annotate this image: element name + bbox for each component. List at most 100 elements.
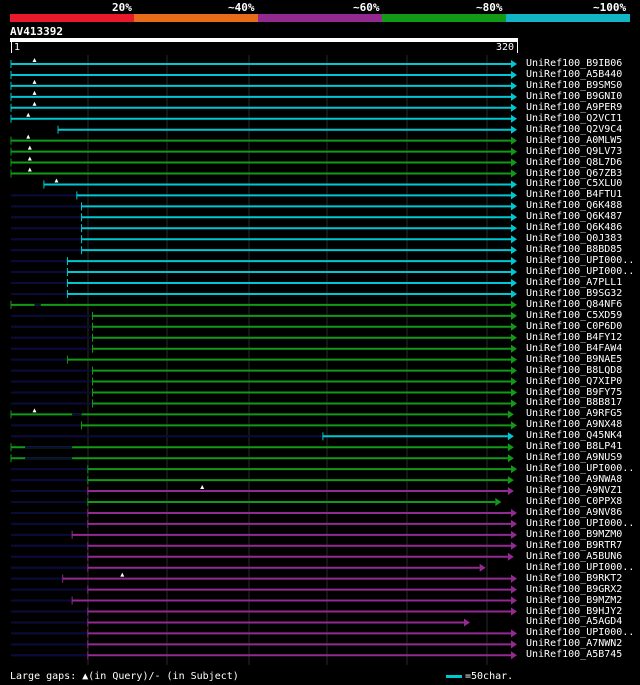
query-gap-marker xyxy=(32,408,37,413)
hit-label[interactable]: UniRef100_Q0J383 xyxy=(526,233,623,245)
hit-label[interactable]: UniRef100_B4FTU1 xyxy=(526,189,623,201)
hit-end-arrow xyxy=(511,213,517,222)
hit-label[interactable]: UniRef100_Q6K488 xyxy=(526,200,623,212)
legend-bar-20 xyxy=(10,14,134,22)
hit-label[interactable]: UniRef100_UPI000.. xyxy=(526,561,635,573)
hit-end-arrow xyxy=(511,596,517,605)
hit-end-arrow xyxy=(511,158,517,167)
hit-end-arrow xyxy=(511,530,517,539)
hit-label[interactable]: UniRef100_B8LP41 xyxy=(526,441,623,453)
hit-label[interactable]: UniRef100_B4FAW4 xyxy=(526,342,623,354)
hit-label[interactable]: UniRef100_A9PER9 xyxy=(526,101,623,113)
hit-label[interactable]: UniRef100_B9NAE5 xyxy=(526,353,623,365)
hit-label[interactable]: UniRef100_Q45NK4 xyxy=(526,430,623,442)
hit-label[interactable]: UniRef100_Q67ZB3 xyxy=(526,167,623,179)
hit-end-arrow xyxy=(511,125,517,134)
hit-label[interactable]: UniRef100_UPI000.. xyxy=(526,517,635,529)
hit-label[interactable]: UniRef100_A9NWA8 xyxy=(526,474,623,486)
hit-label[interactable]: UniRef100_Q9LV73 xyxy=(526,145,623,157)
hit-end-arrow xyxy=(511,92,517,101)
hit-end-arrow xyxy=(511,651,517,660)
query-gap-marker xyxy=(32,58,37,62)
query-gap-marker xyxy=(27,145,32,150)
hit-end-arrow xyxy=(511,607,517,616)
hit-label[interactable]: UniRef100_B9SG32 xyxy=(526,287,623,299)
hit-end-arrow xyxy=(511,147,517,156)
hit-label[interactable]: UniRef100_A9NX48 xyxy=(526,419,623,431)
hit-label[interactable]: UniRef100_B9SMS0 xyxy=(526,79,623,91)
hit-label[interactable]: UniRef100_UPI000.. xyxy=(526,255,635,267)
hit-end-arrow xyxy=(511,257,517,266)
query-name: AV413392 xyxy=(10,25,63,38)
hit-label[interactable]: UniRef100_UPI000.. xyxy=(526,627,635,639)
hit-end-arrow xyxy=(507,487,514,496)
hit-label[interactable]: UniRef100_UPI000.. xyxy=(526,463,635,475)
legend-bar-60 xyxy=(258,14,382,22)
hit-label[interactable]: UniRef100_B9RTR7 xyxy=(526,539,623,551)
hit-end-arrow xyxy=(507,432,514,441)
hit-label[interactable]: UniRef100_A7PLL1 xyxy=(526,277,623,288)
hit-label[interactable]: UniRef100_B9MZM0 xyxy=(526,528,623,540)
hit-end-arrow xyxy=(511,169,517,178)
hit-label[interactable]: UniRef100_B9MZM2 xyxy=(526,594,623,606)
legend-label-20: 20% xyxy=(112,1,132,14)
hit-end-arrow xyxy=(511,103,517,112)
hit-label[interactable]: UniRef100_B9IB06 xyxy=(526,58,623,69)
hit-label[interactable]: UniRef100_B8B817 xyxy=(526,397,623,409)
hit-label[interactable]: UniRef100_C0P6D0 xyxy=(526,320,623,332)
hit-label[interactable]: UniRef100_Q2V9C4 xyxy=(526,123,623,135)
hit-label[interactable]: UniRef100_A5B440 xyxy=(526,68,623,80)
hit-label[interactable]: UniRef100_B9GNI0 xyxy=(526,90,623,102)
hit-end-arrow xyxy=(511,300,517,309)
hit-end-arrow xyxy=(511,235,517,244)
hit-end-arrow xyxy=(511,519,517,528)
ruler-tick-end xyxy=(517,42,518,53)
hit-label[interactable]: UniRef100_A9NVZ1 xyxy=(526,485,623,497)
hit-label[interactable]: UniRef100_B8BD85 xyxy=(526,244,623,256)
hit-label[interactable]: UniRef100_Q8L7D6 xyxy=(526,156,623,168)
hit-label[interactable]: UniRef100_A5B745 xyxy=(526,649,623,661)
ruler-end-label: 320 xyxy=(496,42,515,53)
hit-label[interactable]: UniRef100_A0MLW5 xyxy=(526,134,623,146)
query-gap-marker xyxy=(32,101,37,106)
hit-label[interactable]: UniRef100_C5XLU0 xyxy=(526,178,623,190)
hit-label[interactable]: UniRef100_B9GRX2 xyxy=(526,583,623,595)
hit-label[interactable]: UniRef100_A5BUN6 xyxy=(526,550,623,562)
hit-end-arrow xyxy=(511,355,517,364)
gaps-legend: Large gaps: ▲(in Query)/- (in Subject) xyxy=(10,671,239,682)
hit-label[interactable]: UniRef100_A9RFG5 xyxy=(526,408,623,420)
hit-end-arrow xyxy=(511,585,517,594)
legend-label-100: ~100% xyxy=(593,1,627,14)
hit-end-arrow xyxy=(511,508,517,517)
hit-end-arrow xyxy=(511,202,517,211)
hit-label[interactable]: UniRef100_A9NV86 xyxy=(526,506,623,518)
hit-label[interactable]: UniRef100_C0PPX8 xyxy=(526,496,623,507)
hit-label[interactable]: UniRef100_Q7XIP0 xyxy=(526,375,623,387)
hit-end-arrow xyxy=(511,344,517,353)
scale-bar xyxy=(446,675,462,678)
hit-end-arrow xyxy=(511,421,517,430)
hit-label[interactable]: UniRef100_B9FY75 xyxy=(526,386,623,398)
query-ruler xyxy=(10,38,518,42)
hit-label[interactable]: UniRef100_A9NUS9 xyxy=(526,452,623,464)
legend-label-80: ~80% xyxy=(476,1,503,14)
hit-label[interactable]: UniRef100_B4FY12 xyxy=(526,331,623,343)
hit-label[interactable]: UniRef100_UPI000.. xyxy=(526,266,635,278)
hit-end-arrow xyxy=(511,574,517,583)
query-gap-marker xyxy=(32,79,37,84)
hit-label[interactable]: UniRef100_Q6K486 xyxy=(526,222,623,234)
hit-label[interactable]: UniRef100_Q2VCI1 xyxy=(526,112,623,124)
hit-end-arrow xyxy=(479,563,486,572)
hit-label[interactable]: UniRef100_A5AGD4 xyxy=(526,616,623,628)
legend-bar-40 xyxy=(134,14,258,22)
hit-label[interactable]: UniRef100_C5XD59 xyxy=(526,309,623,321)
hit-label[interactable]: UniRef100_B9RKT2 xyxy=(526,572,623,584)
hit-label[interactable]: UniRef100_Q6K487 xyxy=(526,211,623,223)
hit-label[interactable]: UniRef100_Q84NF6 xyxy=(526,298,623,310)
hit-label[interactable]: UniRef100_A7NWN2 xyxy=(526,638,623,650)
query-gap-marker xyxy=(26,112,31,117)
hit-label[interactable]: UniRef100_B8LQD8 xyxy=(526,364,623,376)
hit-label[interactable]: UniRef100_B9HJY2 xyxy=(526,605,623,617)
legend-bar-100 xyxy=(506,14,630,22)
query-gap-marker xyxy=(27,167,32,172)
